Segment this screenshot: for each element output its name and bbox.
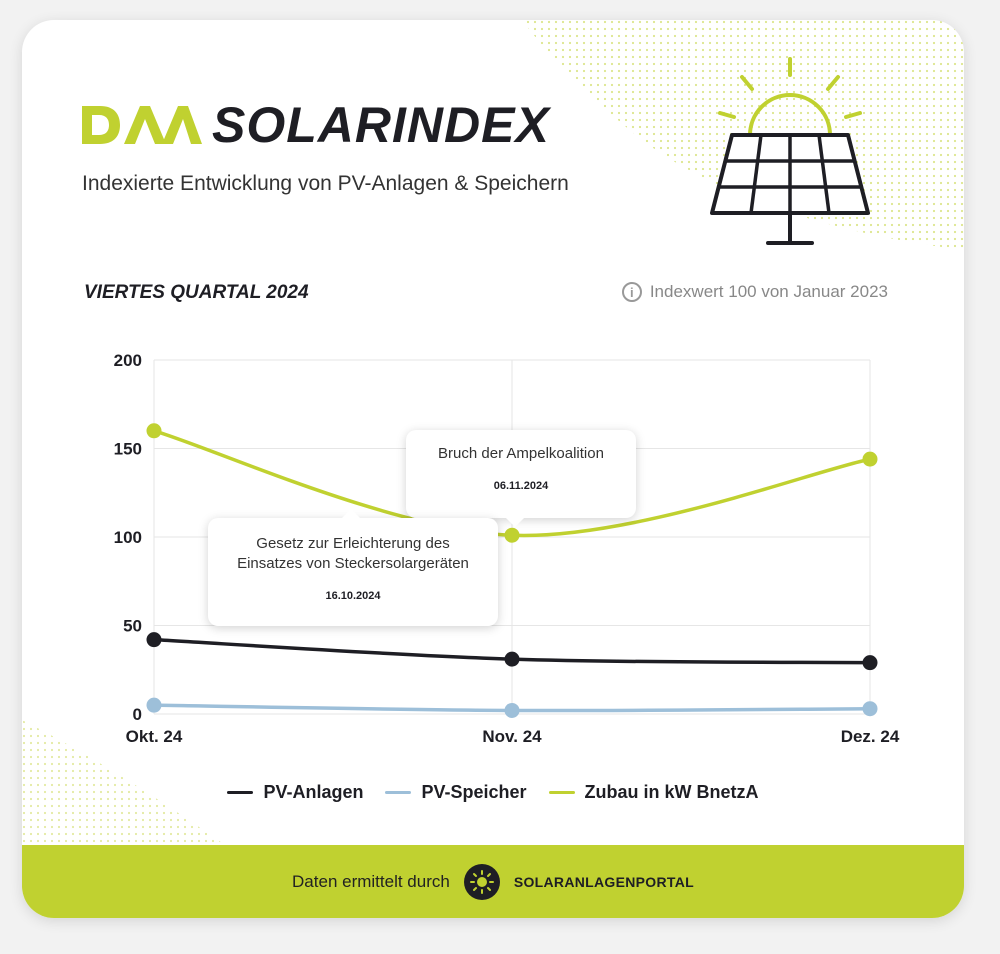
- info-icon: i: [621, 282, 642, 302]
- x-tick-label: Dez. 24: [841, 727, 900, 746]
- page-subtitle: Indexierte Entwicklung von PV-Anlagen & …: [82, 172, 569, 195]
- data-point: [146, 697, 162, 713]
- legend-swatch: [227, 791, 254, 794]
- x-tick-label: Okt. 24: [126, 727, 183, 746]
- data-point: [146, 423, 162, 439]
- line-chart: 200 150 100 50 0 Okt. 24 Nov. 24 Dez. 24: [114, 351, 900, 746]
- legend-item-pv-anlagen: PV-Anlagen: [227, 782, 363, 803]
- y-tick-label: 100: [114, 528, 142, 547]
- legend-label: Zubau in kW BnetzA: [584, 782, 759, 802]
- tooltip-ampelkoalition: Bruch der Ampelkoalition 06.11.2024: [406, 430, 636, 527]
- chart-legend: PV-Anlagen PV-Speicher Zubau in kW Bnetz…: [22, 782, 964, 803]
- solarindex-card: SOLARINDEX Indexierte Entwicklung von PV…: [22, 20, 964, 918]
- legend-swatch: [548, 791, 575, 794]
- sun-logo-icon: [463, 863, 500, 900]
- solar-panel-icon: [710, 57, 870, 245]
- x-tick-label: Nov. 24: [482, 727, 542, 746]
- daa-logo-icon: [82, 106, 202, 144]
- footer-text: Daten ermittelt durch: [292, 871, 450, 891]
- quarter-label: VIERTES QUARTAL 2024: [84, 282, 309, 303]
- index-note-text: Indexwert 100 von Januar 2023: [649, 282, 888, 301]
- legend-label: PV-Anlagen: [263, 782, 364, 802]
- data-point: [504, 527, 520, 543]
- footer-bar: Daten ermittelt durch SOLARANLAGENPORTAL: [22, 845, 964, 918]
- legend-item-zubau: Zubau in kW BnetzA: [548, 782, 759, 803]
- data-point: [862, 701, 878, 717]
- legend-swatch: [385, 791, 412, 794]
- data-point: [862, 655, 878, 671]
- portal-name: SOLARANLAGENPORTAL: [513, 873, 694, 890]
- data-point: [504, 702, 520, 718]
- y-tick-label: 50: [123, 617, 142, 636]
- tooltip-date: 16.10.2024: [325, 590, 381, 602]
- y-tick-label: 150: [114, 440, 142, 459]
- y-tick-label: 200: [114, 351, 142, 370]
- tooltip-title: Bruch der Ampelkoalition: [438, 445, 604, 462]
- tooltip-date: 06.11.2024: [493, 480, 549, 492]
- tooltip-title: Gesetz zur Erleichterung des Einsatzes v…: [237, 535, 469, 572]
- tooltip-steckersolar: Gesetz zur Erleichterung des Einsatzes v…: [208, 509, 498, 626]
- data-point: [862, 451, 878, 467]
- data-point: [146, 632, 162, 648]
- page-title: SOLARINDEX: [212, 97, 550, 153]
- index-note: i Indexwert 100 von Januar 2023: [621, 282, 888, 302]
- y-tick-label: 0: [133, 705, 142, 724]
- legend-label: PV-Speicher: [421, 782, 527, 802]
- data-point: [504, 651, 520, 667]
- legend-item-pv-speicher: PV-Speicher: [385, 782, 527, 803]
